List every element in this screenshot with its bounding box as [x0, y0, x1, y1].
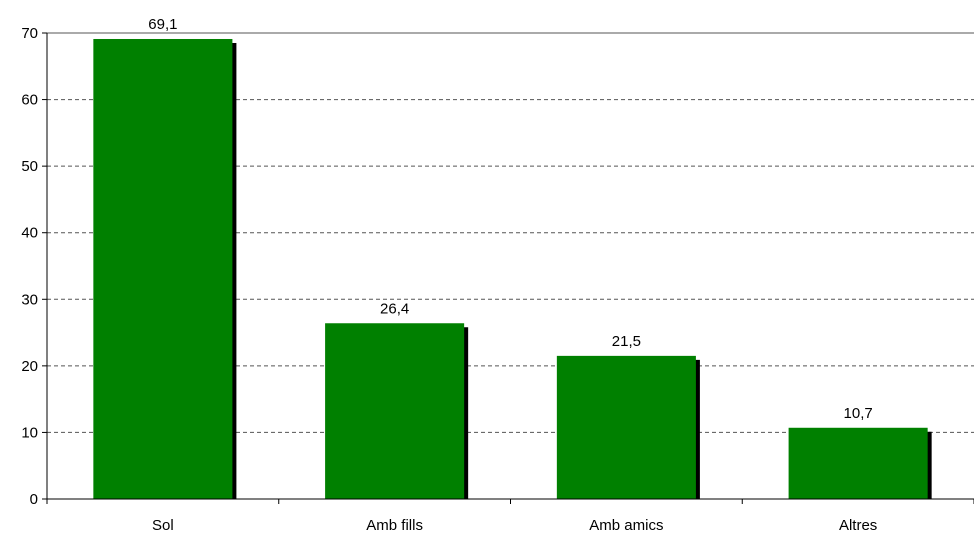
data-labels: 69,1 26,4 21,5 10,7: [148, 16, 872, 422]
x-category-label: Amb fills: [366, 517, 423, 534]
x-axis-ticks: Sol Amb fills Amb amics Altres: [46, 499, 974, 534]
x-category-label: Sol: [152, 517, 174, 534]
y-tick-label: 50: [21, 158, 38, 175]
data-label: 69,1: [148, 16, 177, 33]
bar: [93, 38, 233, 500]
y-tick-label: 70: [21, 25, 38, 42]
bar: [556, 355, 696, 499]
x-category-label: Altres: [839, 517, 877, 534]
bars: [93, 38, 932, 500]
bar: [325, 323, 465, 499]
y-tick-label: 30: [21, 291, 38, 308]
y-axis-ticks: 0 10 20 30 40 50 60 70: [21, 25, 47, 508]
bar: [788, 427, 928, 499]
data-label: 26,4: [380, 300, 409, 317]
y-tick-label: 40: [21, 225, 38, 242]
data-label: 10,7: [844, 405, 873, 422]
y-tick-label: 20: [21, 358, 38, 375]
y-tick-label: 60: [21, 92, 38, 109]
y-tick-label: 0: [30, 491, 38, 508]
y-tick-label: 10: [21, 424, 38, 441]
data-label: 21,5: [612, 333, 641, 350]
x-category-label: Amb amics: [589, 517, 663, 534]
